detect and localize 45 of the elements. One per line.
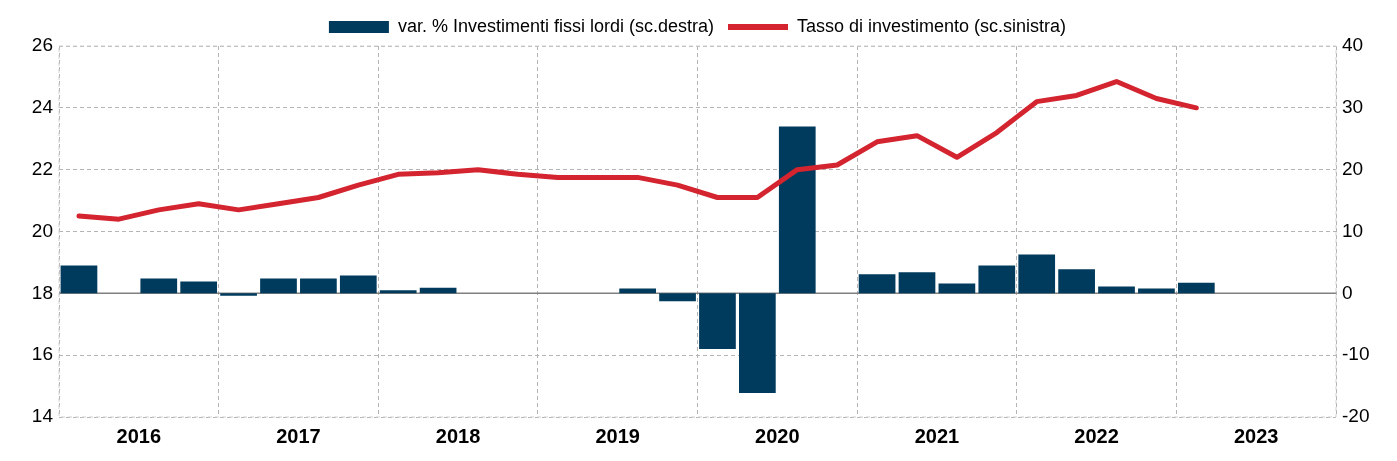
x-tick-label: 2017 [276, 424, 321, 447]
y-tick-label: 20 [31, 219, 53, 241]
y-tick-label: 14 [31, 405, 54, 427]
y-tick-label: 16 [31, 343, 53, 365]
legend-label: var. % Investimenti fissi lordi (sc.destra) [397, 15, 715, 36]
bar [778, 126, 816, 294]
x-tick-label: 2022 [1074, 424, 1119, 447]
bar [140, 278, 178, 294]
bar [659, 293, 696, 302]
y-tick-label: 24 [31, 96, 54, 118]
y2-tick-label: 20 [1342, 157, 1364, 179]
bar [339, 275, 377, 294]
bar [699, 293, 736, 349]
bar [60, 265, 98, 294]
bar [739, 293, 776, 393]
y-tick-label: 22 [31, 157, 53, 179]
bar [898, 272, 936, 294]
legend-label: Tasso di investimento (sc.sinistra) [797, 15, 1067, 36]
x-tick-label: 2019 [595, 424, 640, 447]
bar [938, 283, 976, 294]
y2-tick-label: 30 [1342, 96, 1364, 118]
y2-tick-label: -20 [1342, 405, 1370, 427]
bar [1177, 282, 1215, 294]
bar [619, 288, 656, 294]
y-tick-label: 26 [31, 34, 53, 56]
y-tick-label: 18 [31, 281, 53, 303]
bar [220, 293, 257, 296]
bar [260, 278, 297, 294]
bar [978, 265, 1016, 294]
bar [300, 278, 337, 294]
y2-tick-label: -10 [1342, 343, 1370, 365]
x-tick-label: 2018 [435, 424, 481, 447]
x-tick-label: 2016 [116, 424, 162, 447]
bar [1138, 288, 1175, 294]
y2-tick-label: 0 [1342, 281, 1353, 303]
bar [180, 281, 218, 294]
y2-tick-label: 40 [1342, 34, 1364, 56]
y2-tick-label: 10 [1342, 219, 1364, 241]
x-tick-label: 2023 [1233, 424, 1279, 447]
bar [379, 290, 417, 294]
x-tick-label: 2021 [914, 424, 960, 447]
bar [858, 274, 896, 294]
bar [1018, 254, 1056, 294]
x-tick-label: 2020 [755, 424, 800, 447]
bar [1058, 269, 1095, 294]
